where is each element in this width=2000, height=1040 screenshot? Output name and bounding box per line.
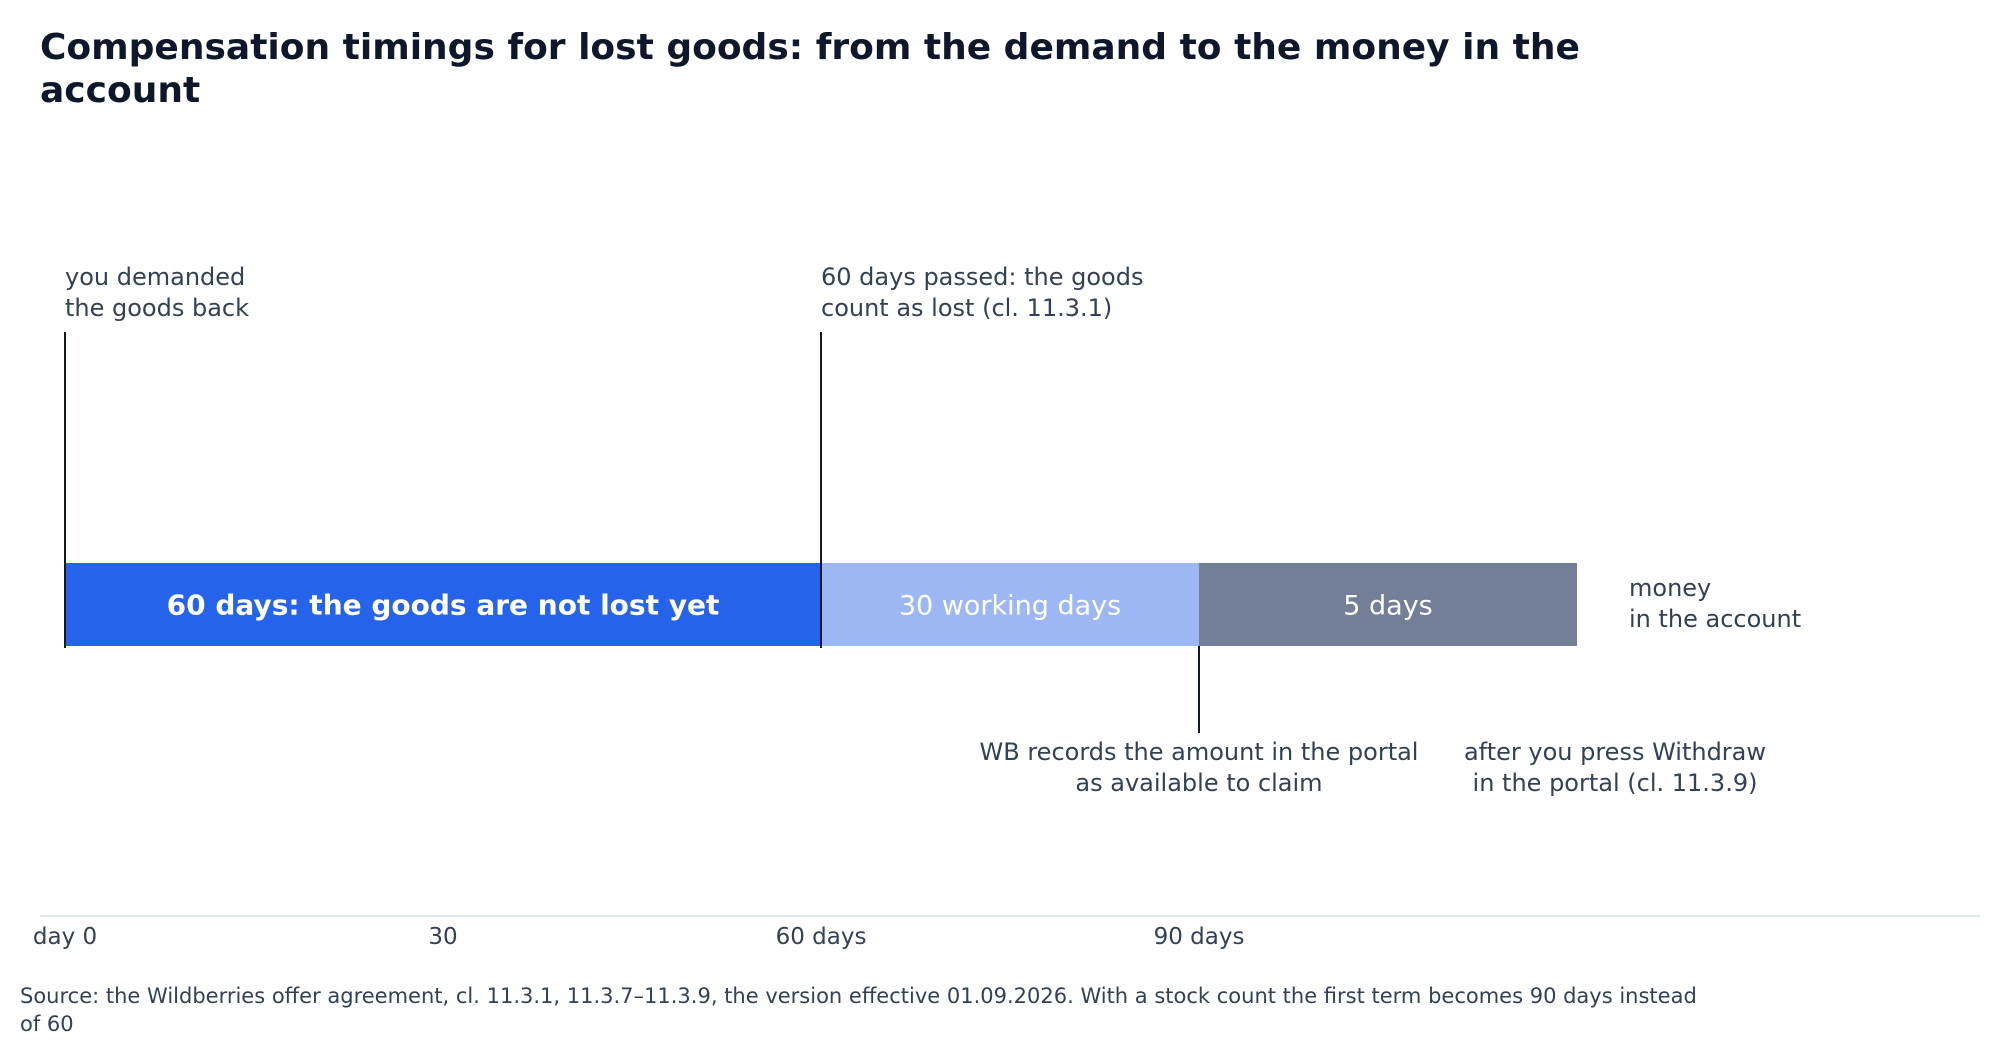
x-tick-label-4: 90 days [1154,924,1245,950]
x-tick-label-3: 60 days [776,924,867,950]
segment-label-2: 30 working days [899,591,1121,622]
segment-label-1: 60 days: the goods are not lost yet [167,589,720,622]
source-note: Source: the Wildberries offer agreement,… [20,984,1697,1036]
end-note: after you press Withdraw in the portal (c… [1464,738,1766,797]
marker-label-3: WB records the amount in the portal as av… [980,738,1419,797]
x-tick-label-2: 30 [428,924,457,950]
segment-bar-3 [1199,563,1577,646]
marker-label-1: you demanded the goods back [65,263,249,322]
marker-label-2: 60 days passed: the goods count as lost (… [821,263,1143,322]
segment-bar-1 [65,563,821,646]
chart-title: Compensation timings for lost goods: fro… [40,27,1580,111]
x-tick-label-1: day 0 [33,924,97,950]
end-label: money in the account [1629,574,1801,633]
segment-label-3: 5 days [1343,591,1433,622]
segment-bar-2 [821,563,1199,646]
